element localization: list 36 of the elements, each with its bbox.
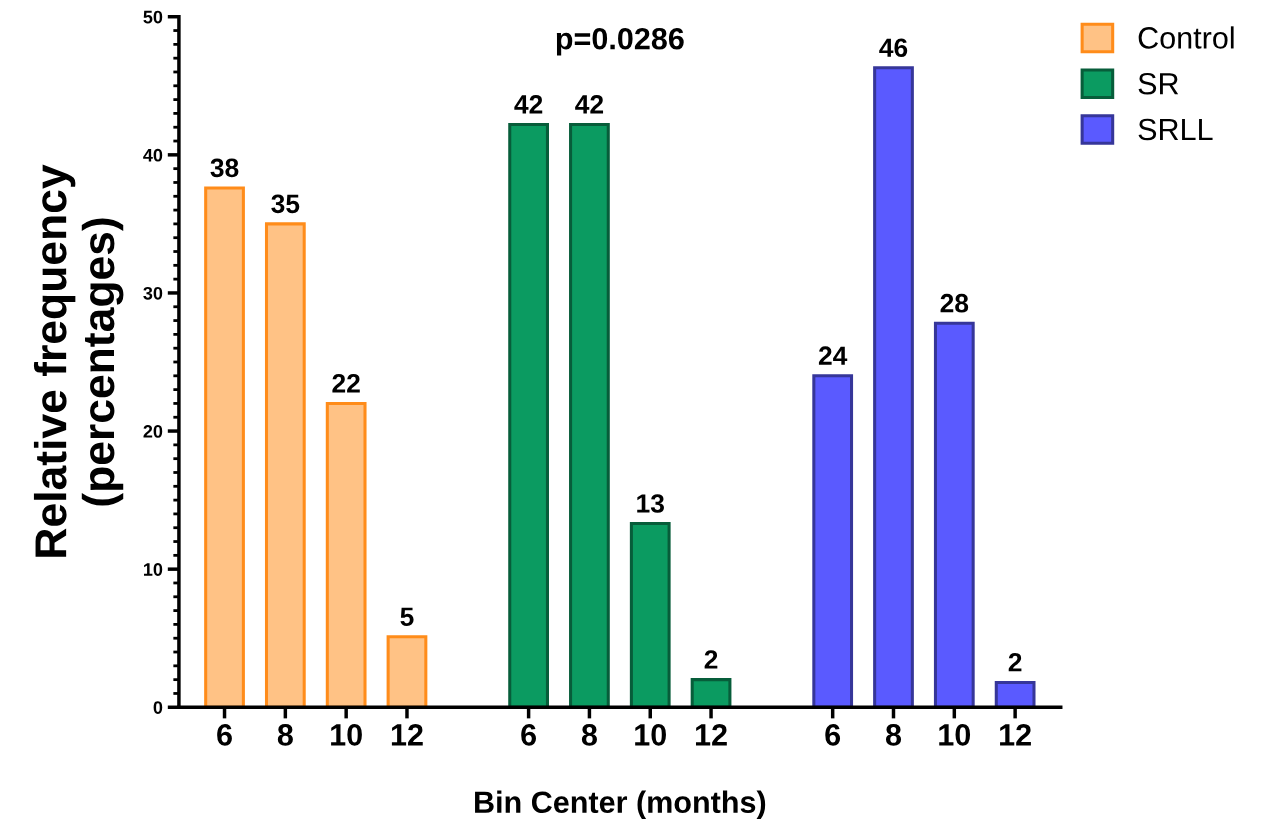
x-tick-label: 6 — [521, 724, 536, 746]
y-tick-label: 10 — [144, 563, 163, 576]
x-tick-label: 10 — [939, 724, 971, 746]
data-label: 46 — [879, 38, 908, 58]
data-label: 35 — [271, 194, 300, 214]
data-label: 28 — [940, 293, 969, 313]
x-tick-label: 12 — [1000, 724, 1031, 746]
x-tick-label: 10 — [635, 724, 666, 746]
data-label: 2 — [704, 650, 718, 669]
x-tick-label: 10 — [331, 724, 362, 746]
data-label: 38 — [210, 158, 239, 178]
y-tick-label: 20 — [143, 424, 163, 438]
x-axis-title: Bin Center (months) — [475, 790, 766, 820]
data-label: 2 — [1008, 652, 1022, 672]
x-tick-label: 6 — [217, 724, 232, 746]
x-tick-label: 12 — [391, 724, 423, 746]
legend-label: Control — [1138, 26, 1234, 49]
data-label: 42 — [575, 95, 604, 114]
x-tick-label: 8 — [885, 724, 902, 746]
data-label: 5 — [400, 607, 414, 627]
data-label: 13 — [637, 494, 664, 513]
x-tick-label: 8 — [581, 724, 597, 746]
y-tick-label: 30 — [143, 286, 163, 300]
annotation: p=0.0286 — [556, 27, 684, 56]
data-label: 22 — [332, 373, 360, 393]
y-tick-label: 50 — [143, 10, 163, 24]
y-tick-label: 0 — [153, 701, 163, 714]
x-tick-label: 8 — [277, 724, 293, 746]
legend-label: SR — [1138, 72, 1179, 95]
data-label: 24 — [818, 346, 848, 365]
x-tick-label: 6 — [825, 724, 841, 746]
x-tick-label: 12 — [695, 724, 727, 746]
data-label: 42 — [514, 95, 543, 114]
y-tick-label: 40 — [143, 148, 163, 162]
legend-label: SRLL — [1138, 118, 1213, 141]
y-axis-title: Relative frequency (percentages) — [33, 164, 124, 557]
